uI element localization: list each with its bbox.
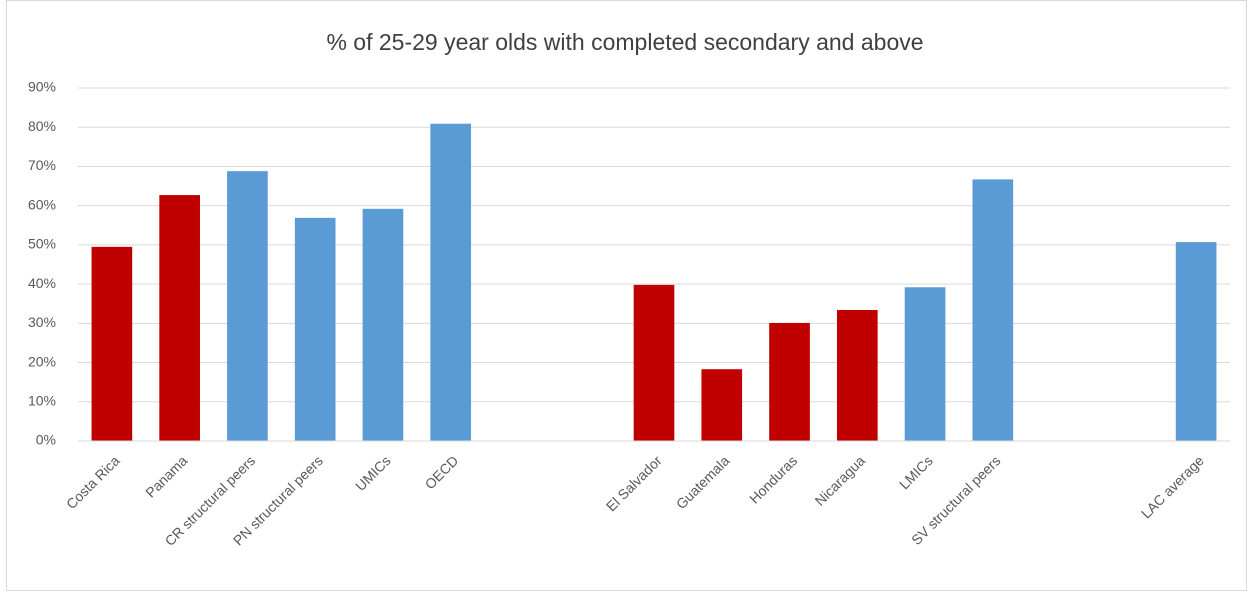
y-tick-label: 30% [28,314,56,330]
bar [769,322,810,441]
bar [836,309,878,441]
y-tick-label: 50% [28,236,56,252]
bar [159,195,200,441]
bar [362,208,404,441]
y-tick-label: 20% [28,353,56,369]
chart-frame [6,0,1247,591]
bar [227,171,268,441]
bar [633,284,675,441]
y-tick-label: 0% [36,432,56,448]
y-tick-label: 80% [28,118,56,134]
bar [1175,242,1217,441]
bar [972,179,1014,442]
y-tick-label: 60% [28,196,56,212]
bar [430,123,472,441]
bar [904,287,946,441]
y-tick-label: 40% [28,275,56,291]
y-tick-label: 10% [28,392,56,408]
chart-title: % of 25-29 year olds with completed seco… [326,29,923,55]
y-tick-label: 70% [28,157,56,173]
bar [91,246,133,441]
y-tick-label: 90% [28,79,56,95]
bar [701,369,743,441]
bar [294,217,336,441]
